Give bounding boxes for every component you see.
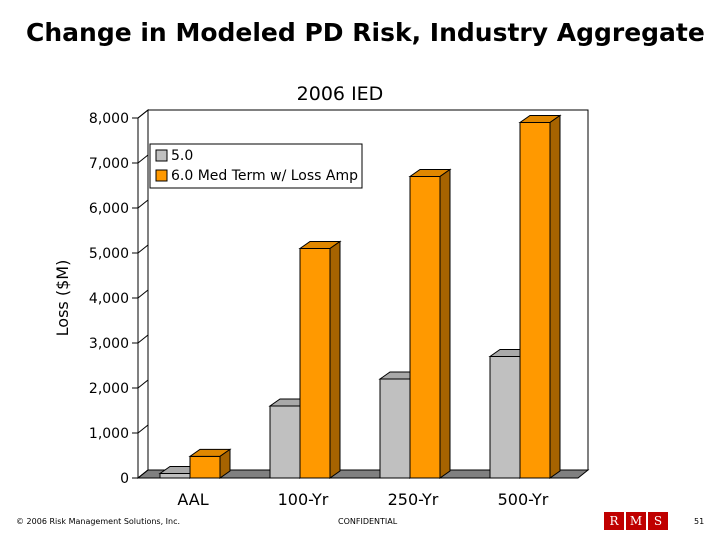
bar-front — [379, 378, 411, 479]
y-tick-label: 2,000 — [89, 381, 129, 397]
y-gridline — [137, 109, 149, 119]
page-number: 51 — [694, 517, 705, 526]
footer-copyright: © 2006 Risk Management Solutions, Inc. — [16, 517, 181, 526]
y-gridline — [137, 244, 149, 254]
legend-swatch — [155, 169, 168, 182]
legend-label: 5.0 — [171, 148, 193, 164]
y-gridline — [137, 289, 149, 299]
y-tick-label: 4,000 — [89, 291, 129, 307]
y-tick-label: 6,000 — [89, 201, 129, 217]
bar-front — [519, 122, 551, 479]
y-gridline — [137, 334, 149, 344]
y-gridline — [137, 424, 149, 434]
bar-front — [269, 405, 301, 479]
y-gridline — [137, 154, 149, 164]
logo-letter: M — [626, 512, 646, 530]
y-tick-label: 3,000 — [89, 336, 129, 352]
bar-side — [549, 114, 561, 479]
legend-box — [149, 143, 363, 189]
y-tick-label: 0 — [120, 471, 129, 487]
footer-confidential: CONFIDENTIAL — [338, 517, 398, 526]
y-axis-label: Loss ($M) — [53, 260, 72, 337]
bar — [408, 168, 452, 479]
legend-swatch — [155, 149, 168, 162]
bar-front — [299, 248, 331, 479]
rms-logo: R M S — [604, 512, 668, 530]
y-gridline — [137, 469, 149, 479]
bar-front — [189, 455, 221, 479]
x-tick-label: AAL — [177, 490, 208, 509]
bar-front — [409, 176, 441, 479]
bar-side — [439, 168, 451, 479]
bar-front — [489, 356, 521, 479]
y-gridline — [137, 199, 149, 209]
y-gridline — [137, 379, 149, 389]
y-tick-label: 7,000 — [89, 156, 129, 172]
x-tick-label: 100-Yr — [278, 490, 329, 509]
bar — [298, 240, 342, 479]
x-tick-label: 250-Yr — [388, 490, 439, 509]
bar — [188, 448, 232, 479]
logo-letter: S — [648, 512, 668, 530]
y-tick-label: 8,000 — [89, 111, 129, 127]
bar-side — [219, 448, 231, 479]
bar-side — [329, 240, 341, 479]
logo-letter: R — [604, 512, 624, 530]
y-tick-label: 5,000 — [89, 246, 129, 262]
y-tick-label: 1,000 — [89, 426, 129, 442]
bar-front — [159, 473, 191, 479]
slide-title: Change in Modeled PD Risk, Industry Aggr… — [26, 18, 705, 47]
legend-label: 6.0 Med Term w/ Loss Amp — [171, 168, 358, 184]
bar — [518, 114, 562, 479]
x-tick-label: 500-Yr — [498, 490, 549, 509]
chart-title: 2006 IED — [297, 83, 384, 105]
